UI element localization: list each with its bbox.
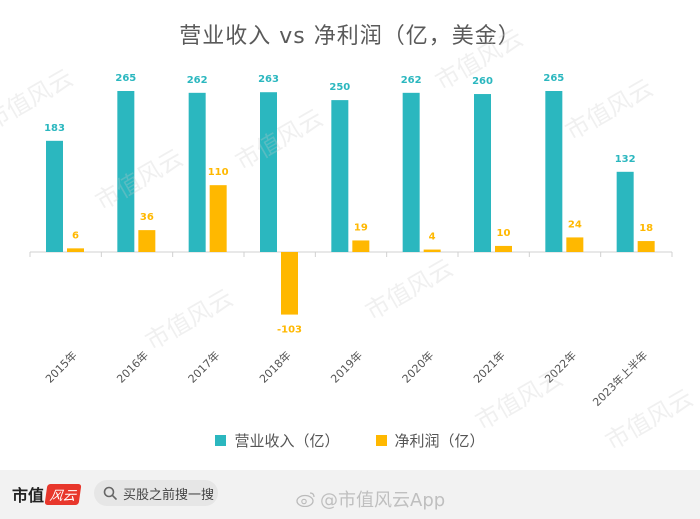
bar-profit [495, 245, 512, 252]
bar-revenue [188, 92, 206, 253]
bar-profit [209, 185, 227, 252]
x-tick-label: 2018年 [256, 348, 293, 385]
bar-revenue [46, 140, 63, 252]
chart-card: 营业收入 vs 净利润（亿，美金） 183 6 2015年 265 36 2016年 262… [0, 24, 700, 451]
data-label-profit: 24 [568, 219, 582, 230]
bar-profit [138, 230, 156, 252]
data-label-revenue: 262 [401, 75, 422, 86]
bar-revenue [117, 91, 135, 252]
legend: 营业收入（亿） 净利润（亿） [0, 430, 700, 451]
data-label-revenue: 260 [472, 76, 493, 87]
x-tick-label: 2017年 [185, 348, 222, 385]
bar-revenue [474, 94, 491, 252]
bar-revenue [402, 92, 420, 253]
source-watermark-text: @市值风云App [320, 490, 446, 511]
legend-swatch-profit [375, 435, 387, 446]
bar-profit [566, 237, 584, 252]
data-label-profit: 10 [497, 228, 511, 239]
x-tick-label: 2019年 [328, 348, 365, 385]
bar-profit [352, 240, 370, 252]
data-label-revenue: 183 [44, 123, 65, 134]
brand[interactable]: 市值 风云 [12, 482, 82, 506]
data-label-profit: 6 [72, 230, 79, 241]
source-watermark: @市值风云App [296, 486, 445, 512]
chart-svg: 183 6 2015年 265 36 2016年 262 110 2017年 263 -103 201… [29, 73, 673, 409]
search-box[interactable]: 买股之前搜一搜 [94, 480, 218, 506]
chart-title: 营业收入 vs 净利润（亿，美金） [179, 24, 521, 49]
bar-profit [67, 248, 84, 252]
data-label-revenue: 263 [258, 74, 279, 85]
x-tick-label: 2022年 [542, 348, 579, 385]
data-label-profit: 110 [208, 167, 229, 178]
search-icon [103, 486, 117, 500]
data-label-revenue: 132 [615, 154, 636, 165]
data-label-revenue: 262 [187, 75, 208, 86]
x-tick-label: 2016年 [114, 348, 151, 385]
legend-label-profit: 净利润（亿） [394, 432, 485, 450]
brand-text: 市值 [12, 486, 45, 505]
x-tick-label: 2021年 [470, 348, 507, 385]
bar-revenue [260, 92, 277, 253]
legend-label-revenue: 营业收入（亿） [234, 432, 340, 450]
x-tick-label: 2020年 [399, 348, 436, 385]
legend-item-revenue: 营业收入（亿） [215, 430, 340, 451]
data-label-profit: 36 [140, 212, 154, 223]
weibo-icon [296, 492, 315, 507]
bar-profit [637, 241, 655, 252]
x-tick-label: 2023年上半年 [590, 348, 651, 409]
data-label-profit: 18 [639, 223, 653, 234]
x-tick-label: 2015年 [42, 348, 79, 385]
data-label-revenue: 265 [543, 73, 564, 84]
bar-revenue [331, 100, 349, 252]
search-placeholder: 买股之前搜一搜 [123, 487, 215, 503]
bar-revenue [545, 91, 563, 252]
data-label-revenue: 250 [329, 82, 350, 93]
bar-profit [281, 252, 298, 315]
legend-swatch-revenue [215, 435, 227, 446]
data-label-profit: -103 [277, 325, 302, 336]
bar-profit [423, 249, 441, 252]
data-label-profit: 19 [354, 222, 368, 233]
data-label-revenue: 265 [115, 73, 136, 84]
brand-logo: 风云 [44, 483, 82, 505]
data-label-profit: 4 [429, 232, 436, 243]
footer-bar: 市值 风云 买股之前搜一搜 [0, 470, 700, 519]
bar-revenue [616, 171, 634, 252]
legend-item-profit: 净利润（亿） [375, 430, 485, 451]
